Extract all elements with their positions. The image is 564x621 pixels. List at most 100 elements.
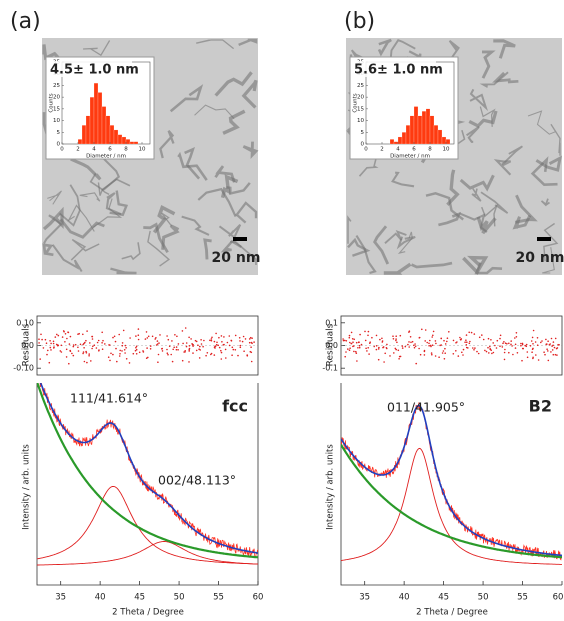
x-tick-label: 45 [134, 593, 145, 603]
x-tick-label: 60 [553, 593, 564, 603]
residual-point [456, 341, 458, 343]
residual-point [118, 333, 120, 336]
residual-point [155, 337, 157, 339]
size-label: 4.5± 1.0 nm [50, 63, 139, 78]
residual-point [546, 343, 548, 345]
particle-cluster [446, 169, 460, 206]
residual-point [188, 347, 191, 350]
histogram-bar [389, 139, 395, 145]
residual-point [408, 341, 410, 343]
plot-axes [340, 383, 562, 586]
residual-point [503, 341, 505, 343]
particle-cluster [471, 188, 482, 202]
residual-point [91, 347, 93, 350]
residual-point [146, 337, 149, 339]
residual-point [69, 349, 71, 352]
residual-point [408, 330, 411, 333]
particle-cluster [184, 146, 201, 180]
residual-point [147, 356, 149, 359]
residual-point [423, 350, 426, 353]
residual-point [531, 351, 533, 354]
residual-point [502, 342, 504, 345]
x-tick-label: 8 [428, 147, 432, 153]
histogram-ylabel: Counts [49, 93, 55, 112]
x-tick-label: 8 [124, 147, 128, 153]
histogram-bar [77, 139, 83, 145]
residual-point [504, 348, 506, 351]
residual-point [231, 346, 234, 349]
particle-cluster [79, 192, 101, 202]
x-tick-label: 0 [60, 147, 64, 153]
residual-point [63, 330, 65, 333]
x-tick-label: 2 [76, 147, 80, 153]
x-tick-label: 35 [55, 593, 66, 603]
residual-point [184, 351, 186, 353]
residual-point [82, 333, 84, 336]
particle-cluster [235, 201, 258, 224]
particle-cluster [540, 198, 550, 207]
residual-point [157, 361, 159, 364]
particle-cluster [242, 141, 259, 160]
residual-point [421, 328, 423, 331]
residual-point [101, 342, 103, 344]
residual-point [558, 344, 560, 346]
residual-point [175, 348, 178, 351]
residual-point [377, 348, 380, 350]
x-tick-label: 40 [95, 593, 106, 603]
residual-point [525, 343, 528, 346]
residual-point [44, 338, 47, 341]
residual-point [398, 355, 401, 358]
residual-point [222, 344, 225, 346]
residual-point [368, 353, 370, 355]
fit-curves [341, 402, 562, 565]
residual-point [101, 331, 103, 334]
particle-cluster [89, 172, 131, 191]
residual-point [102, 339, 104, 342]
residual-point [119, 353, 121, 355]
residual-point [367, 334, 369, 337]
residual-point [237, 354, 239, 357]
residual-point [246, 354, 248, 356]
residual-point [123, 349, 126, 351]
residual-point [188, 350, 190, 352]
residual-point [407, 343, 409, 346]
residual-point [432, 330, 435, 333]
residual-point [455, 350, 457, 352]
residual-point [60, 351, 63, 353]
residual-point [72, 354, 75, 357]
residual-point [175, 346, 178, 348]
residual-point [428, 342, 430, 345]
residual-point [510, 343, 512, 346]
residual-point [531, 336, 534, 339]
residual-point [85, 339, 87, 342]
histogram-xlabel: Diameter / nm [86, 154, 126, 160]
residual-point [467, 347, 469, 349]
residual-point [83, 347, 85, 349]
residual-point [556, 354, 558, 356]
residual-point [167, 338, 170, 341]
residual-point [494, 344, 496, 347]
residual-point [50, 349, 52, 351]
residual-point [392, 335, 394, 338]
plot-axes [36, 383, 259, 586]
residual-point [418, 347, 420, 350]
particle-cluster [514, 194, 538, 224]
residual-point [401, 345, 404, 347]
residual-point [149, 345, 152, 347]
residual-point [52, 340, 55, 343]
residual-point [495, 347, 498, 349]
residual-point [197, 344, 199, 347]
residual-point [161, 348, 163, 350]
residual-point [382, 346, 384, 349]
residual-point [396, 341, 398, 344]
residual-point [440, 344, 443, 346]
x-tick-label: 50 [174, 593, 185, 603]
residual-point [364, 330, 366, 333]
residual-point [472, 347, 474, 349]
total-fit [341, 404, 562, 557]
residual-point [460, 338, 463, 340]
residual-point [544, 353, 546, 356]
particle-cluster [241, 79, 258, 109]
histogram-bar [85, 115, 91, 145]
